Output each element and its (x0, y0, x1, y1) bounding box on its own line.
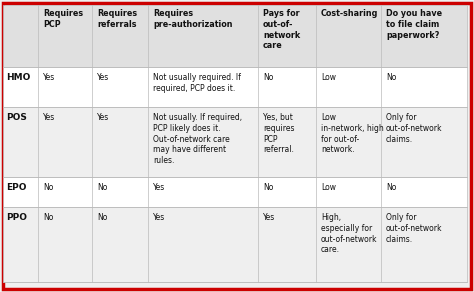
Text: Yes, but
requires
PCP
referral.: Yes, but requires PCP referral. (263, 113, 294, 154)
Text: Yes: Yes (43, 113, 55, 122)
Text: Yes: Yes (153, 213, 165, 222)
Text: Yes: Yes (263, 213, 275, 222)
Text: Yes: Yes (97, 113, 109, 122)
Text: Yes: Yes (43, 73, 55, 82)
Text: No: No (43, 213, 54, 222)
Bar (3, 67, 467, 107)
Text: Low
in-network, high
for out-of-
network.: Low in-network, high for out-of- network… (321, 113, 384, 154)
Text: Only for
out-of-network
claims.: Only for out-of-network claims. (386, 113, 443, 143)
Text: No: No (386, 183, 396, 192)
Bar (3, 207, 467, 282)
Text: High,
especially for
out-of-network
care.: High, especially for out-of-network care… (321, 213, 377, 254)
Text: Pays for
out-of-
network
care: Pays for out-of- network care (263, 9, 300, 50)
Text: No: No (43, 183, 54, 192)
Text: No: No (97, 213, 108, 222)
Text: No: No (386, 73, 396, 82)
Text: Cost-sharing: Cost-sharing (321, 9, 378, 18)
Text: Requires
referrals: Requires referrals (97, 9, 137, 29)
Text: POS: POS (6, 113, 27, 122)
Text: Requires
pre-authorization: Requires pre-authorization (153, 9, 233, 29)
Bar (3, 5, 467, 67)
Text: No: No (263, 183, 273, 192)
Bar (3, 177, 467, 207)
Text: EPO: EPO (6, 183, 27, 192)
Text: No: No (97, 183, 108, 192)
Text: Low: Low (321, 73, 336, 82)
Bar (3, 107, 467, 177)
Text: Only for
out-of-network
claims.: Only for out-of-network claims. (386, 213, 443, 244)
Text: Requires
PCP: Requires PCP (43, 9, 83, 29)
Text: Not usually. If required,
PCP likely does it.
Out-of-network care
may have diffe: Not usually. If required, PCP likely doe… (153, 113, 242, 165)
Text: PPO: PPO (6, 213, 27, 222)
Text: No: No (263, 73, 273, 82)
Text: Yes: Yes (97, 73, 109, 82)
Text: Not usually required. If
required, PCP does it.: Not usually required. If required, PCP d… (153, 73, 241, 93)
Text: Yes: Yes (153, 183, 165, 192)
Text: HMO: HMO (6, 73, 30, 82)
Text: Low: Low (321, 183, 336, 192)
Text: Do you have
to file claim
paperwork?: Do you have to file claim paperwork? (386, 9, 442, 39)
